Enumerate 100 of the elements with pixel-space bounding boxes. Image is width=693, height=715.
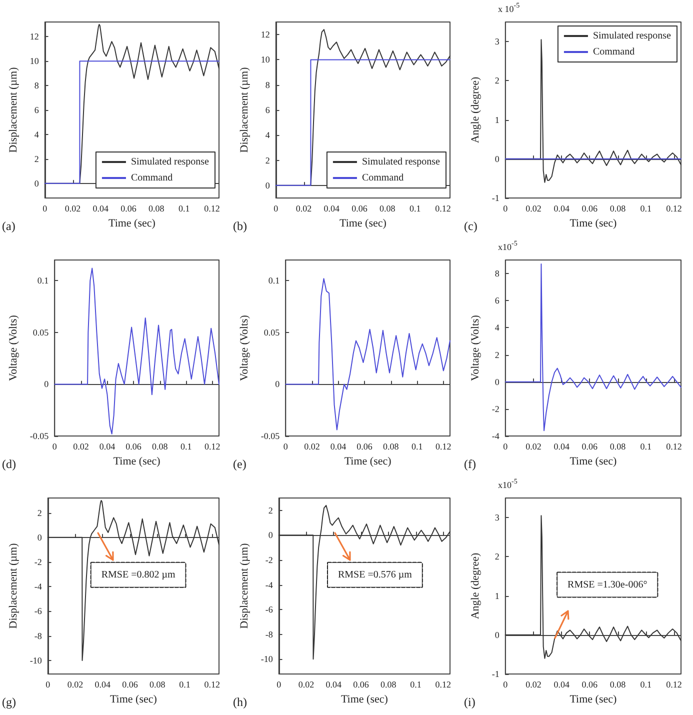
legend-label: Simulated response	[592, 30, 672, 42]
y-tick-label: -0.05	[30, 431, 50, 441]
y-tick-label: 10	[30, 56, 40, 66]
y-axis-title: Angle (degree)	[470, 76, 482, 144]
y-tick-label: 2	[265, 155, 270, 166]
y-tick-label: 0.1	[37, 276, 49, 286]
x-tick-label: 0.12	[666, 442, 682, 452]
y-tick-label: 3	[494, 36, 500, 47]
x-axis-title: Time (sec)	[570, 694, 618, 706]
y-tick-label: 6	[494, 296, 500, 306]
x-tick-label: 0.12	[666, 680, 682, 690]
x-tick-label: 0.04	[554, 680, 570, 690]
y-tick-label: 6	[34, 105, 40, 115]
legend-label: Command	[592, 46, 635, 58]
text: (a)	[2, 219, 16, 233]
x-tick-label: 0.08	[610, 680, 626, 690]
y-axis-title: Voltage (Volts)	[470, 314, 482, 381]
annotation: RMSE =0.576 µm	[338, 569, 412, 580]
x-tick-label: 0.04	[330, 442, 347, 452]
line-series	[504, 264, 682, 432]
x-tick-label: 0.1	[640, 204, 652, 214]
y-tick-label: 0	[37, 532, 42, 542]
x-axis-title: Time (sec)	[113, 456, 161, 468]
y-tick-label: 0	[44, 379, 50, 390]
y-axis-title: Displacement (µm)	[8, 542, 20, 629]
y-tick-label: 4	[265, 130, 270, 140]
y-tick-label: 8	[34, 80, 40, 91]
y-tick-label: 0.05	[32, 327, 50, 338]
y-tick-label: -0.05	[260, 431, 280, 441]
y-tick-label: 1	[494, 114, 500, 125]
x-tick-label: 0.12	[435, 204, 451, 214]
y-tick-label: -2	[492, 404, 500, 414]
y-tick-label: -8	[265, 629, 274, 640]
x-tick-label: 0.12	[204, 204, 220, 214]
x-tick-label: 0.06	[352, 204, 368, 214]
x-tick-label: 0.12	[435, 680, 452, 690]
y-tick-label: 0.05	[264, 327, 280, 338]
x-tick-label: 0.06	[120, 204, 137, 214]
text: (g)	[2, 695, 16, 709]
x-tick-label: 0.02	[298, 680, 314, 690]
x-tick-label: 0.04	[92, 204, 109, 214]
y-tick-label: 4	[34, 129, 40, 140]
y-tick-label: 2	[268, 505, 273, 516]
x-tick-label: 0.1	[412, 442, 423, 452]
line-series	[54, 268, 220, 434]
x-tick-label: 0.04	[324, 204, 340, 214]
y-tick-label: 0	[494, 154, 500, 164]
x-tick-label: 0.08	[610, 204, 626, 214]
x-tick-label: 0.06	[582, 204, 598, 214]
y-tick-label: -1	[492, 193, 500, 203]
y-tick-label: -4	[492, 431, 500, 441]
y-tick-label: 6	[265, 105, 270, 115]
x-tick-label: 0.08	[379, 204, 396, 214]
y-tick-label: 0	[275, 379, 280, 390]
text: (e)	[233, 457, 246, 471]
x-tick-label: 0.1	[178, 204, 190, 214]
annotation: RMSE =1.30e-006°	[568, 579, 648, 590]
legend-label: Command	[130, 172, 173, 184]
x-axis-title: Time (sec)	[340, 694, 388, 706]
y-axis-title: Voltage (Volts)	[8, 314, 20, 381]
y-tick-label: 3	[494, 512, 500, 523]
x-tick-label: 0.1	[410, 680, 422, 690]
x-tick-label: 0	[503, 204, 508, 214]
y-tick-label: 4	[494, 322, 500, 333]
y-tick-label: -10	[30, 655, 42, 666]
x-tick-label: 0.1	[640, 442, 652, 452]
y-tick-label: -6	[265, 604, 274, 615]
y-tick-label: 0	[34, 178, 40, 188]
y-tick-label: 12	[30, 32, 39, 42]
text: (b)	[233, 219, 247, 233]
y-tick-label: -4	[34, 582, 42, 592]
y-tick-label: -2	[265, 554, 273, 565]
y-tick-label: -1	[492, 669, 500, 679]
x-tick-label: 0	[503, 442, 508, 452]
x-tick-label: 0.1	[640, 680, 652, 690]
y-tick-label: 0	[268, 530, 274, 540]
x-tick-label: 0.1	[179, 680, 190, 690]
y-axis-title: Voltage (Volts)	[238, 314, 250, 381]
text: (c)	[464, 219, 478, 233]
x-tick-label: 0.12	[204, 680, 220, 690]
x-tick-label: 0.02	[526, 680, 542, 690]
legend-label: Simulated response	[130, 156, 210, 168]
y-tick-label: 2	[37, 508, 42, 518]
legend-label: Command	[362, 172, 404, 184]
x-tick-label: 0.06	[582, 680, 598, 690]
x-tick-label: 0.08	[148, 204, 165, 214]
x-tick-label: 0	[503, 680, 508, 690]
x-tick-label: 0.04	[554, 204, 570, 214]
y-tick-label: 0	[265, 180, 270, 190]
x-axis-title: Time (sec)	[570, 218, 618, 230]
y-tick-label: 0	[494, 630, 500, 640]
x-tick-label: 0.12	[666, 204, 682, 214]
x-tick-label: 0.06	[582, 442, 598, 452]
y-tick-label: -8	[34, 630, 42, 641]
line-series	[504, 515, 682, 659]
legend-label: Simulated response	[362, 156, 441, 168]
x-tick-label: 0.06	[356, 442, 373, 452]
x-tick-label: 0.02	[526, 442, 542, 452]
x-tick-label: 0.06	[126, 442, 142, 452]
y-tick-label: 1	[494, 590, 500, 601]
